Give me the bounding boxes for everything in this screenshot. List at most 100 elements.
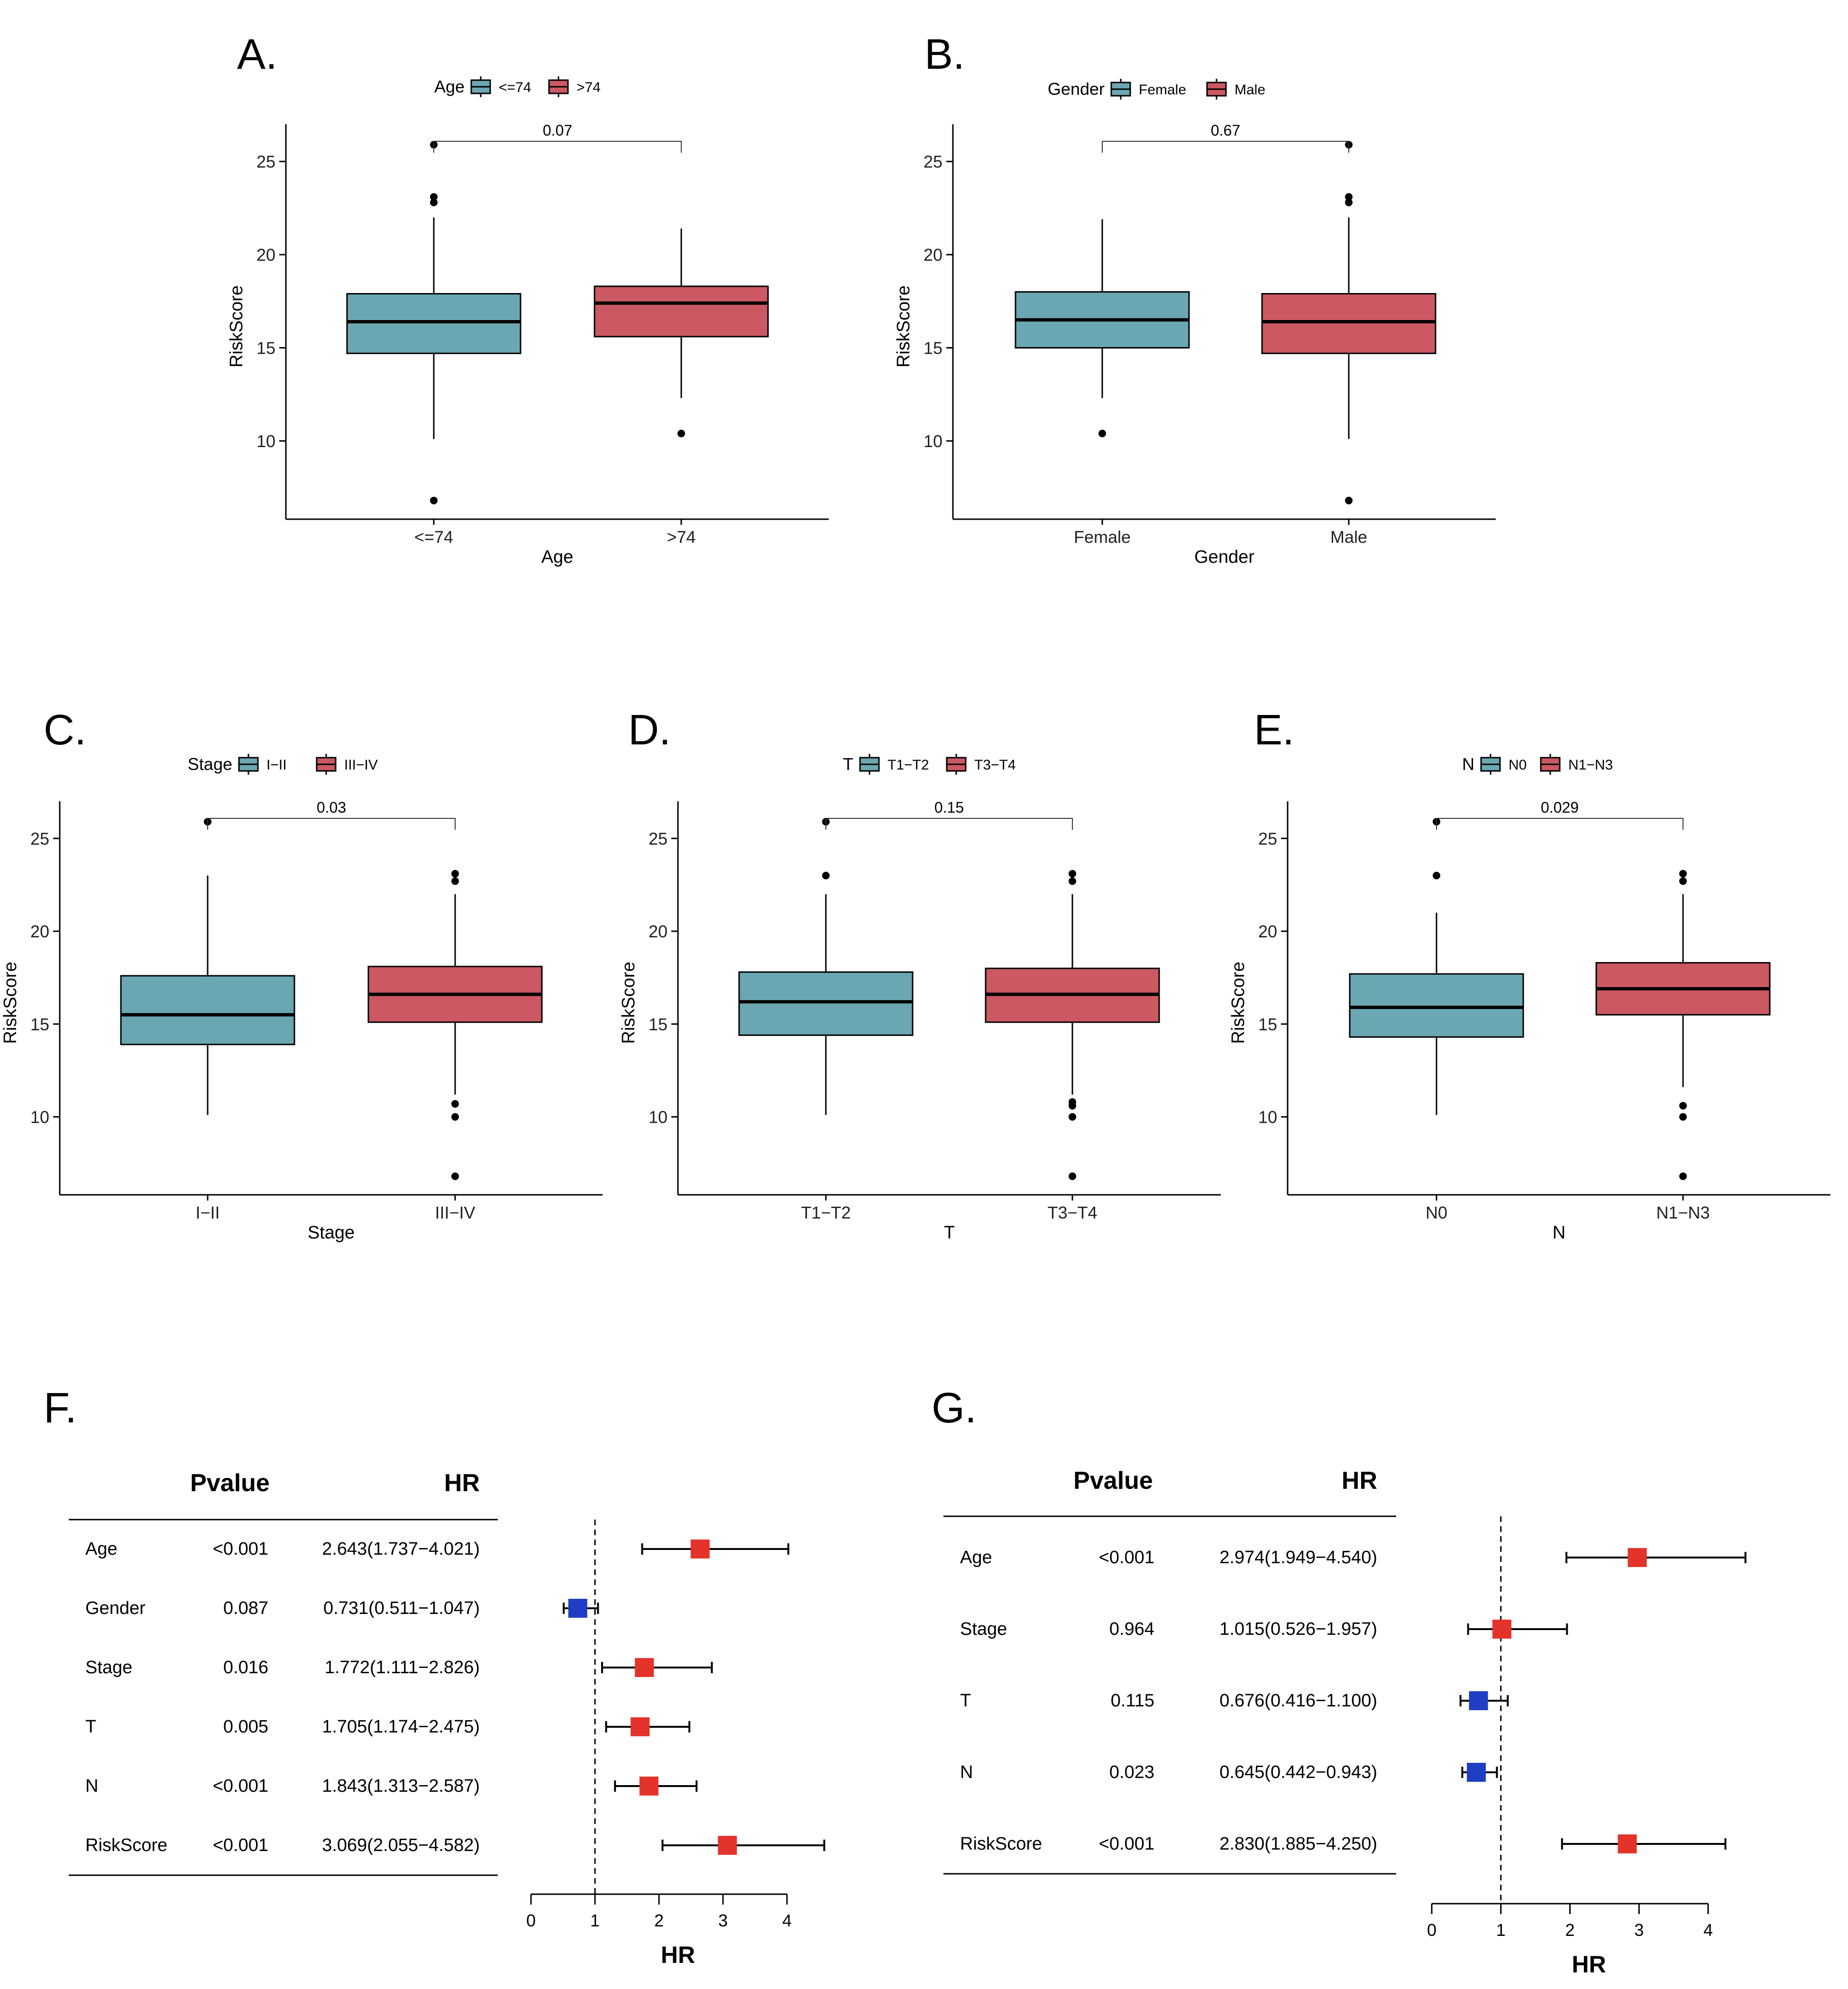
box-iqr <box>346 293 521 354</box>
legend-entry: <=74 <box>499 80 531 95</box>
box-red <box>985 870 1160 1180</box>
row-variable: Age <box>85 1539 118 1559</box>
outlier-point <box>1345 199 1353 207</box>
row-variable: Gender <box>85 1598 146 1618</box>
row-pvalue: <0.001 <box>213 1539 268 1559</box>
outlier-point <box>1679 1113 1687 1121</box>
box-iqr <box>1349 973 1524 1038</box>
panel-label: C. <box>44 706 86 754</box>
significance-bracket: 0.15 <box>825 799 1073 830</box>
boxplot-panel-E: E. N N0 N1−N3 10 15 20 25 RiskScore N N0 N1−N3 0.029 <box>1228 706 1830 1243</box>
forest-row: Stage 0.964 1.015(0.526−1.957) <box>960 1619 1568 1639</box>
outlier-point <box>1069 1172 1076 1180</box>
boxplot-panel-C: C. Stage I−II III−IV 10 15 20 25 RiskScore Stage I… <box>0 706 603 1243</box>
x-axis-title: N <box>1553 1223 1565 1243</box>
row-pvalue: 0.115 <box>1111 1691 1154 1711</box>
box-iqr <box>738 971 914 1036</box>
legend: Stage I−II III−IV <box>188 754 378 775</box>
legend-entry: Male <box>1235 82 1265 98</box>
outlier-point <box>1098 430 1106 438</box>
significance-bracket: 0.029 <box>1436 799 1683 830</box>
boxplot-panel-A: A. Age <=74 >74 10 15 20 25 RiskScore Age <=74 >74 0… <box>227 31 829 567</box>
outlier-point <box>1069 1102 1076 1110</box>
forest-row: Gender 0.087 0.731(0.511−1.047) <box>85 1598 599 1618</box>
row-pvalue: <0.001 <box>213 1776 268 1796</box>
outlier-point <box>451 877 459 885</box>
legend-title: Gender <box>1048 79 1105 99</box>
legend-title: Stage <box>188 754 232 774</box>
y-tick-label: 10 <box>30 1108 49 1127</box>
row-hr-text: 0.676(0.416−1.100) <box>1219 1691 1377 1711</box>
x-axis-title: Stage <box>308 1223 355 1243</box>
row-variable: Age <box>960 1548 992 1567</box>
p-value-label: 0.07 <box>543 122 572 139</box>
hr-point <box>718 1836 737 1855</box>
row-hr-text: 0.731(0.511−1.047) <box>323 1598 480 1618</box>
row-variable: T <box>960 1691 971 1711</box>
column-header-hr: HR <box>1342 1467 1377 1494</box>
row-variable: N <box>960 1762 973 1782</box>
row-pvalue: <0.001 <box>1099 1548 1154 1567</box>
legend-title: T <box>843 754 853 774</box>
significance-bracket: 0.67 <box>1102 122 1349 153</box>
y-tick-label: 20 <box>924 245 942 265</box>
row-pvalue: 0.087 <box>223 1598 268 1618</box>
panel-label: D. <box>628 706 671 754</box>
panel-label: B. <box>924 31 965 78</box>
row-hr-text: 3.069(2.055−4.582) <box>322 1835 480 1855</box>
y-axis-title: RiskScore <box>1228 962 1248 1044</box>
x-tick-label: I−II <box>195 1203 220 1222</box>
x-tick-label: 1 <box>590 1911 600 1930</box>
outlier-point <box>822 871 830 880</box>
box-red <box>367 870 543 1180</box>
forest-row: N <0.001 1.843(1.313−2.587) <box>85 1776 698 1796</box>
x-axis-title: Gender <box>1194 547 1254 567</box>
outlier-point <box>1433 871 1440 880</box>
x-tick-label: >74 <box>667 527 695 547</box>
row-variable: Stage <box>960 1619 1007 1639</box>
y-tick-label: 15 <box>649 1015 668 1034</box>
y-tick-label: 20 <box>256 245 275 265</box>
row-hr-text: 2.974(1.949−4.540) <box>1219 1548 1377 1567</box>
legend-entry: >74 <box>576 80 601 95</box>
hr-point <box>1492 1620 1511 1639</box>
column-header-hr: HR <box>444 1469 480 1497</box>
hr-point <box>635 1658 654 1677</box>
row-hr-text: 1.843(1.313−2.587) <box>322 1776 480 1796</box>
box-red <box>1595 870 1771 1180</box>
y-tick-label: 25 <box>256 152 275 172</box>
forest-panel-G: G. Pvalue HR Age <0.001 2.974(1.949−4.540) Sta… <box>932 1384 1747 1978</box>
significance-bracket: 0.03 <box>207 799 456 830</box>
row-hr-text: 1.015(0.526−1.957) <box>1219 1619 1377 1639</box>
p-value-label: 0.15 <box>934 799 964 816</box>
outlier-point <box>1069 870 1076 878</box>
p-value-label: 0.03 <box>317 799 346 816</box>
forest-panel-F: F. Pvalue HR Age <0.001 2.643(1.737−4.021) Gen… <box>44 1384 825 1968</box>
y-tick-label: 15 <box>924 339 942 358</box>
row-pvalue: <0.001 <box>1099 1834 1154 1854</box>
row-pvalue: 0.016 <box>223 1658 268 1677</box>
bracket-line <box>1436 818 1683 830</box>
legend-entry: N1−N3 <box>1568 757 1613 773</box>
x-axis-title: HR <box>661 1942 695 1968</box>
x-tick-label: Male <box>1330 527 1367 547</box>
y-tick-label: 10 <box>924 431 942 451</box>
outlier-point <box>1069 877 1076 885</box>
box-red <box>594 229 769 438</box>
x-tick-label: 3 <box>718 1911 728 1930</box>
row-variable: T <box>85 1717 96 1737</box>
box-teal <box>1349 818 1524 1115</box>
hr-point <box>568 1599 587 1618</box>
boxplot-panel-D: D. T T1−T2 T3−T4 10 15 20 25 RiskScore T T1−T2 T3−T… <box>619 706 1221 1243</box>
forest-row: T 0.115 0.676(0.416−1.100) <box>960 1691 1509 1711</box>
hr-point <box>1467 1763 1486 1782</box>
y-tick-label: 25 <box>1258 829 1277 848</box>
forest-row: N 0.023 0.645(0.442−0.943) <box>960 1762 1498 1782</box>
legend: Age <=74 >74 <box>434 76 601 97</box>
boxplot-panel-B: B. Gender Female Male 10 15 20 25 RiskScore Gende… <box>894 31 1496 567</box>
outlier-point <box>1069 1113 1076 1121</box>
x-tick-label: 4 <box>1703 1920 1713 1940</box>
legend-entry: N0 <box>1509 757 1527 773</box>
row-variable: RiskScore <box>85 1835 167 1855</box>
